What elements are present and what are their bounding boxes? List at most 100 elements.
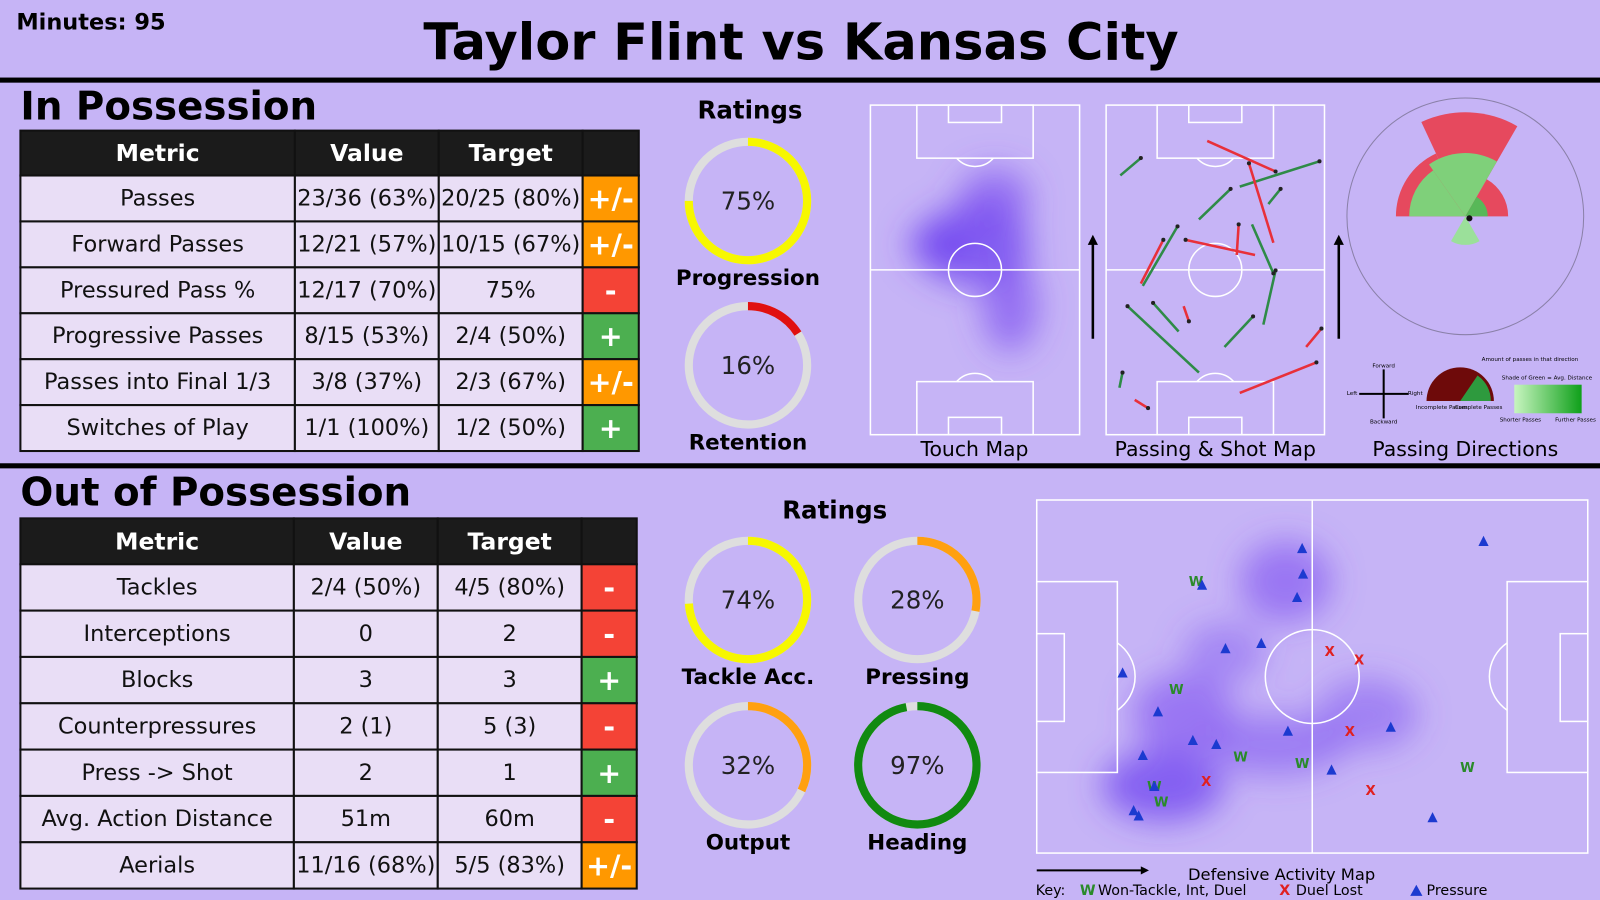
status: -: [603, 802, 615, 836]
pass-end: [1317, 159, 1322, 164]
pass: [1239, 361, 1317, 395]
status: +: [599, 319, 623, 353]
touch-heatmap: [908, 168, 1039, 353]
status-cell: [581, 358, 640, 407]
section-title: In Possession: [20, 85, 317, 130]
event-marker: W: [1460, 761, 1475, 776]
column-header: Target: [468, 527, 552, 555]
event-marker: [1297, 568, 1309, 579]
pass-end: [1236, 222, 1241, 227]
ratings-title: Ratings: [698, 96, 803, 125]
table-cell: [292, 609, 439, 658]
key-symbol: X: [1279, 883, 1290, 899]
status-cell: [581, 174, 640, 223]
cell-text: 2/4 (50%): [311, 574, 422, 600]
gauge-label: Retention: [689, 430, 808, 455]
cell-text: 2: [359, 760, 373, 786]
legend-text: Forward: [1372, 363, 1395, 369]
pitch-line: [1559, 632, 1589, 723]
cell-text: 2/3 (67%): [455, 369, 566, 395]
key-symbol: W: [1080, 883, 1096, 899]
event-marker: [1326, 764, 1337, 775]
legend-text: Further Passes: [1555, 417, 1596, 423]
direction-arrow: [1140, 866, 1149, 875]
table-cell: [19, 702, 295, 751]
direction-arrow: [1087, 234, 1098, 245]
table-cell: [293, 174, 440, 223]
table-cell: [436, 794, 583, 844]
pitch-line: [1116, 642, 1136, 711]
cell-text: 2 (1): [339, 713, 392, 739]
pass-end: [1228, 186, 1233, 191]
pass: [1305, 327, 1323, 348]
pass-end: [1161, 237, 1166, 242]
event-marker: W: [1295, 757, 1310, 772]
pass-end: [1278, 186, 1283, 191]
legend-gradient: [1514, 384, 1582, 414]
table-cell: [437, 174, 584, 223]
cell-text: 51m: [341, 806, 391, 832]
pitch-line: [956, 372, 994, 383]
map-title: Defensive Activity Map: [1188, 865, 1375, 884]
event-marker: [1128, 805, 1139, 816]
pitch-line: [947, 104, 1003, 124]
status-cell: [581, 220, 640, 269]
table-cell: [292, 563, 439, 612]
radar-center: [1466, 215, 1473, 222]
pitch-line: [1035, 632, 1066, 723]
table-cell: [437, 266, 584, 315]
cell-text: 2: [503, 621, 517, 647]
cell-text: 4/5 (80%): [454, 574, 565, 600]
cell-text: 75%: [486, 277, 536, 303]
cell-text: Aerials: [119, 852, 195, 878]
table-cell: [292, 794, 439, 844]
cell-text: Passes into Final 1/3: [44, 369, 271, 395]
table-cell: [293, 312, 440, 361]
cell-text: 0: [359, 621, 373, 647]
gauge-arc: [684, 702, 812, 829]
table-cell: [437, 358, 584, 407]
legend-text: Complete Passes: [1455, 405, 1503, 411]
table-cell: [19, 655, 295, 705]
pass: [1126, 305, 1200, 374]
status: -: [603, 570, 615, 604]
pass-end: [1175, 224, 1180, 229]
radar-sector: [1465, 196, 1488, 217]
column-header: Value: [330, 139, 403, 167]
pass-end: [1125, 304, 1130, 309]
gauge-value: 74%: [721, 586, 775, 615]
legend-text: Right: [1408, 391, 1424, 397]
event-marker: [1117, 667, 1128, 678]
key-label: Duel Lost: [1296, 883, 1363, 899]
pass-end: [1146, 406, 1151, 411]
cell-text: 12/21 (57%): [297, 231, 436, 257]
event-marker: [1137, 749, 1148, 761]
table-cell: [292, 655, 439, 705]
gauge-value: 32%: [721, 751, 775, 780]
gauge-value: 75%: [721, 187, 775, 216]
key-symbol: [1410, 884, 1423, 896]
title: Taylor Flint vs Kansas City: [423, 13, 1178, 72]
pitch-line: [1188, 416, 1243, 436]
cell-text: 1/2 (50%): [455, 415, 566, 441]
cell-text: Progressive Passes: [52, 323, 263, 349]
table-cell: [292, 748, 439, 797]
column-header: Metric: [115, 527, 199, 555]
divider: [0, 463, 1600, 469]
event-marker: W: [1233, 751, 1248, 766]
status-cell: [581, 404, 640, 453]
column-header: Metric: [116, 139, 200, 167]
pass: [1141, 225, 1179, 287]
status-cell: [580, 702, 638, 751]
status-cell: [580, 655, 638, 705]
status: -: [603, 709, 615, 743]
status: +/-: [588, 365, 634, 399]
legend-sector: [1460, 375, 1491, 402]
table-cell: [19, 841, 295, 890]
pitch-line: [1264, 628, 1360, 725]
event-marker: [1196, 579, 1208, 590]
cell-text: Press -> Shot: [82, 760, 233, 786]
direction-arrow: [1333, 234, 1344, 245]
header-cell: [580, 517, 638, 566]
